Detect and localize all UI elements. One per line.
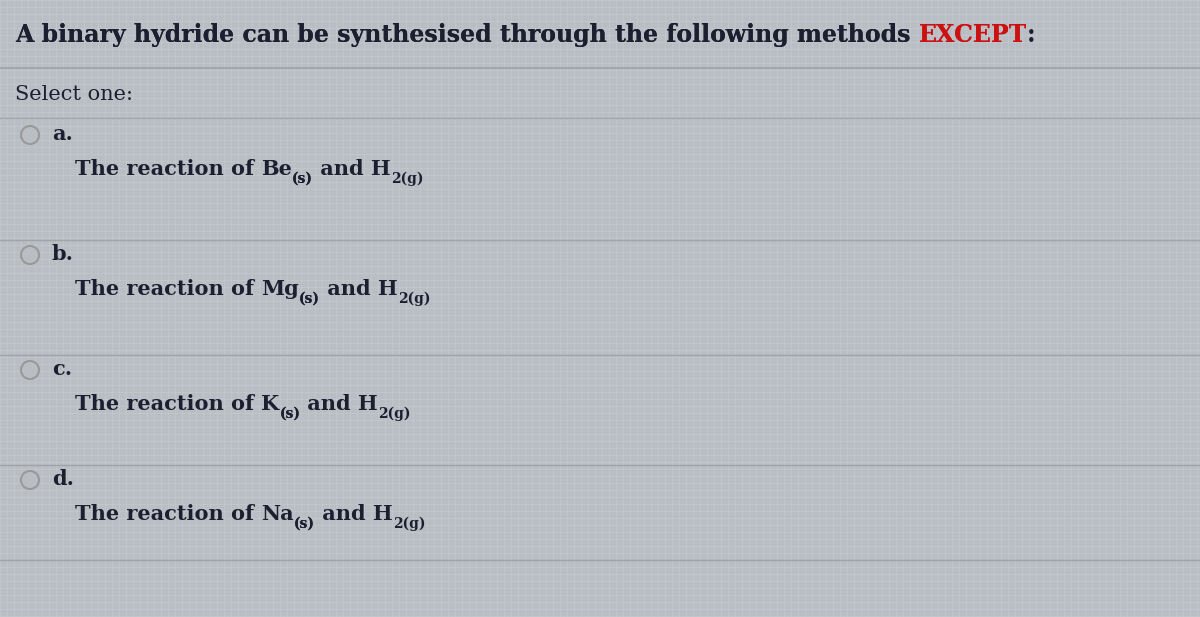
Text: (s): (s) xyxy=(299,292,320,306)
Text: A binary hydride can be synthesised through the following methods: A binary hydride can be synthesised thro… xyxy=(14,23,919,47)
Text: 2(g): 2(g) xyxy=(378,407,410,421)
Text: c.: c. xyxy=(52,359,72,379)
Text: Select one:: Select one: xyxy=(14,85,133,104)
Text: A binary hydride can be synthesised through the following methods: A binary hydride can be synthesised thro… xyxy=(14,23,919,47)
Text: 2(g): 2(g) xyxy=(391,172,424,186)
Text: (s): (s) xyxy=(292,172,313,186)
Text: (s): (s) xyxy=(280,407,300,421)
Text: The reaction of: The reaction of xyxy=(74,279,262,299)
Text: EXCEPT: EXCEPT xyxy=(919,23,1027,47)
Text: Na: Na xyxy=(262,504,294,524)
Text: The reaction of: The reaction of xyxy=(74,504,262,524)
Text: and H: and H xyxy=(320,279,397,299)
Text: EXCEPT: EXCEPT xyxy=(919,23,1027,47)
Text: (s): (s) xyxy=(292,172,313,186)
Circle shape xyxy=(23,247,37,262)
Text: The reaction of: The reaction of xyxy=(74,394,262,414)
Text: Mg: Mg xyxy=(262,279,299,299)
Circle shape xyxy=(23,128,37,143)
Text: b.: b. xyxy=(52,244,74,264)
Text: and H: and H xyxy=(314,504,392,524)
Text: Be: Be xyxy=(262,159,292,179)
Text: (s): (s) xyxy=(294,517,314,531)
Circle shape xyxy=(23,473,37,487)
Text: a.: a. xyxy=(52,124,73,144)
Text: (s): (s) xyxy=(299,292,320,306)
Text: The reaction of: The reaction of xyxy=(74,159,262,179)
Text: and H: and H xyxy=(300,394,378,414)
Text: d.: d. xyxy=(52,469,74,489)
Text: 2(g): 2(g) xyxy=(397,292,431,306)
Text: :: : xyxy=(1027,23,1036,47)
Text: 2(g): 2(g) xyxy=(392,516,425,531)
Text: K: K xyxy=(262,394,280,414)
Text: and H: and H xyxy=(313,159,391,179)
Circle shape xyxy=(23,363,37,378)
Text: (s): (s) xyxy=(280,407,300,421)
Text: (s): (s) xyxy=(294,517,314,531)
